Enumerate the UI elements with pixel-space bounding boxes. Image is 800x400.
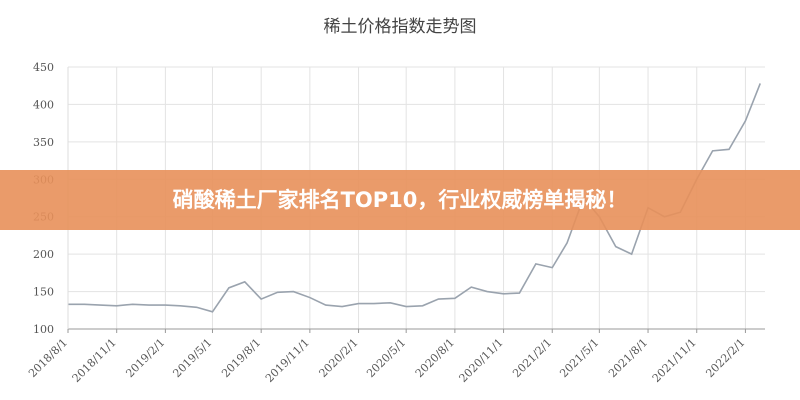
x-tick-label: 2020/2/1 [317, 336, 361, 380]
chart-title: 稀土价格指数走势图 [324, 17, 477, 37]
x-tick-label: 2021/8/1 [606, 336, 650, 380]
x-tick-label: 2019/2/1 [123, 336, 167, 380]
x-tick-label: 2020/11/1 [457, 336, 506, 385]
y-tick-label: 100 [33, 323, 54, 336]
x-tick-label: 2020/8/1 [413, 336, 457, 380]
x-tick-label: 2019/11/1 [263, 336, 312, 385]
y-tick-label: 150 [33, 286, 54, 299]
x-tick-label: 2018/8/1 [26, 336, 70, 380]
y-tick-label: 400 [33, 98, 54, 111]
x-tick-label: 2019/5/1 [170, 336, 214, 380]
x-tick-label: 2021/2/1 [510, 336, 554, 380]
x-tick-label: 2022/2/1 [703, 336, 747, 380]
x-tick-label: 2020/5/1 [364, 336, 408, 380]
banner-bar [0, 170, 800, 230]
x-tick-label: 2021/11/1 [650, 336, 699, 385]
y-tick-label: 350 [33, 136, 54, 149]
y-tick-label: 450 [33, 61, 54, 74]
banner-text: 硝酸稀土厂家排名TOP10，行业权威榜单揭秘！ [173, 188, 628, 212]
x-tick-label: 2019/8/1 [219, 336, 263, 380]
x-tick-label: 2018/11/1 [70, 336, 119, 385]
x-tick-label: 2021/5/1 [557, 336, 601, 380]
y-tick-label: 200 [33, 248, 54, 261]
